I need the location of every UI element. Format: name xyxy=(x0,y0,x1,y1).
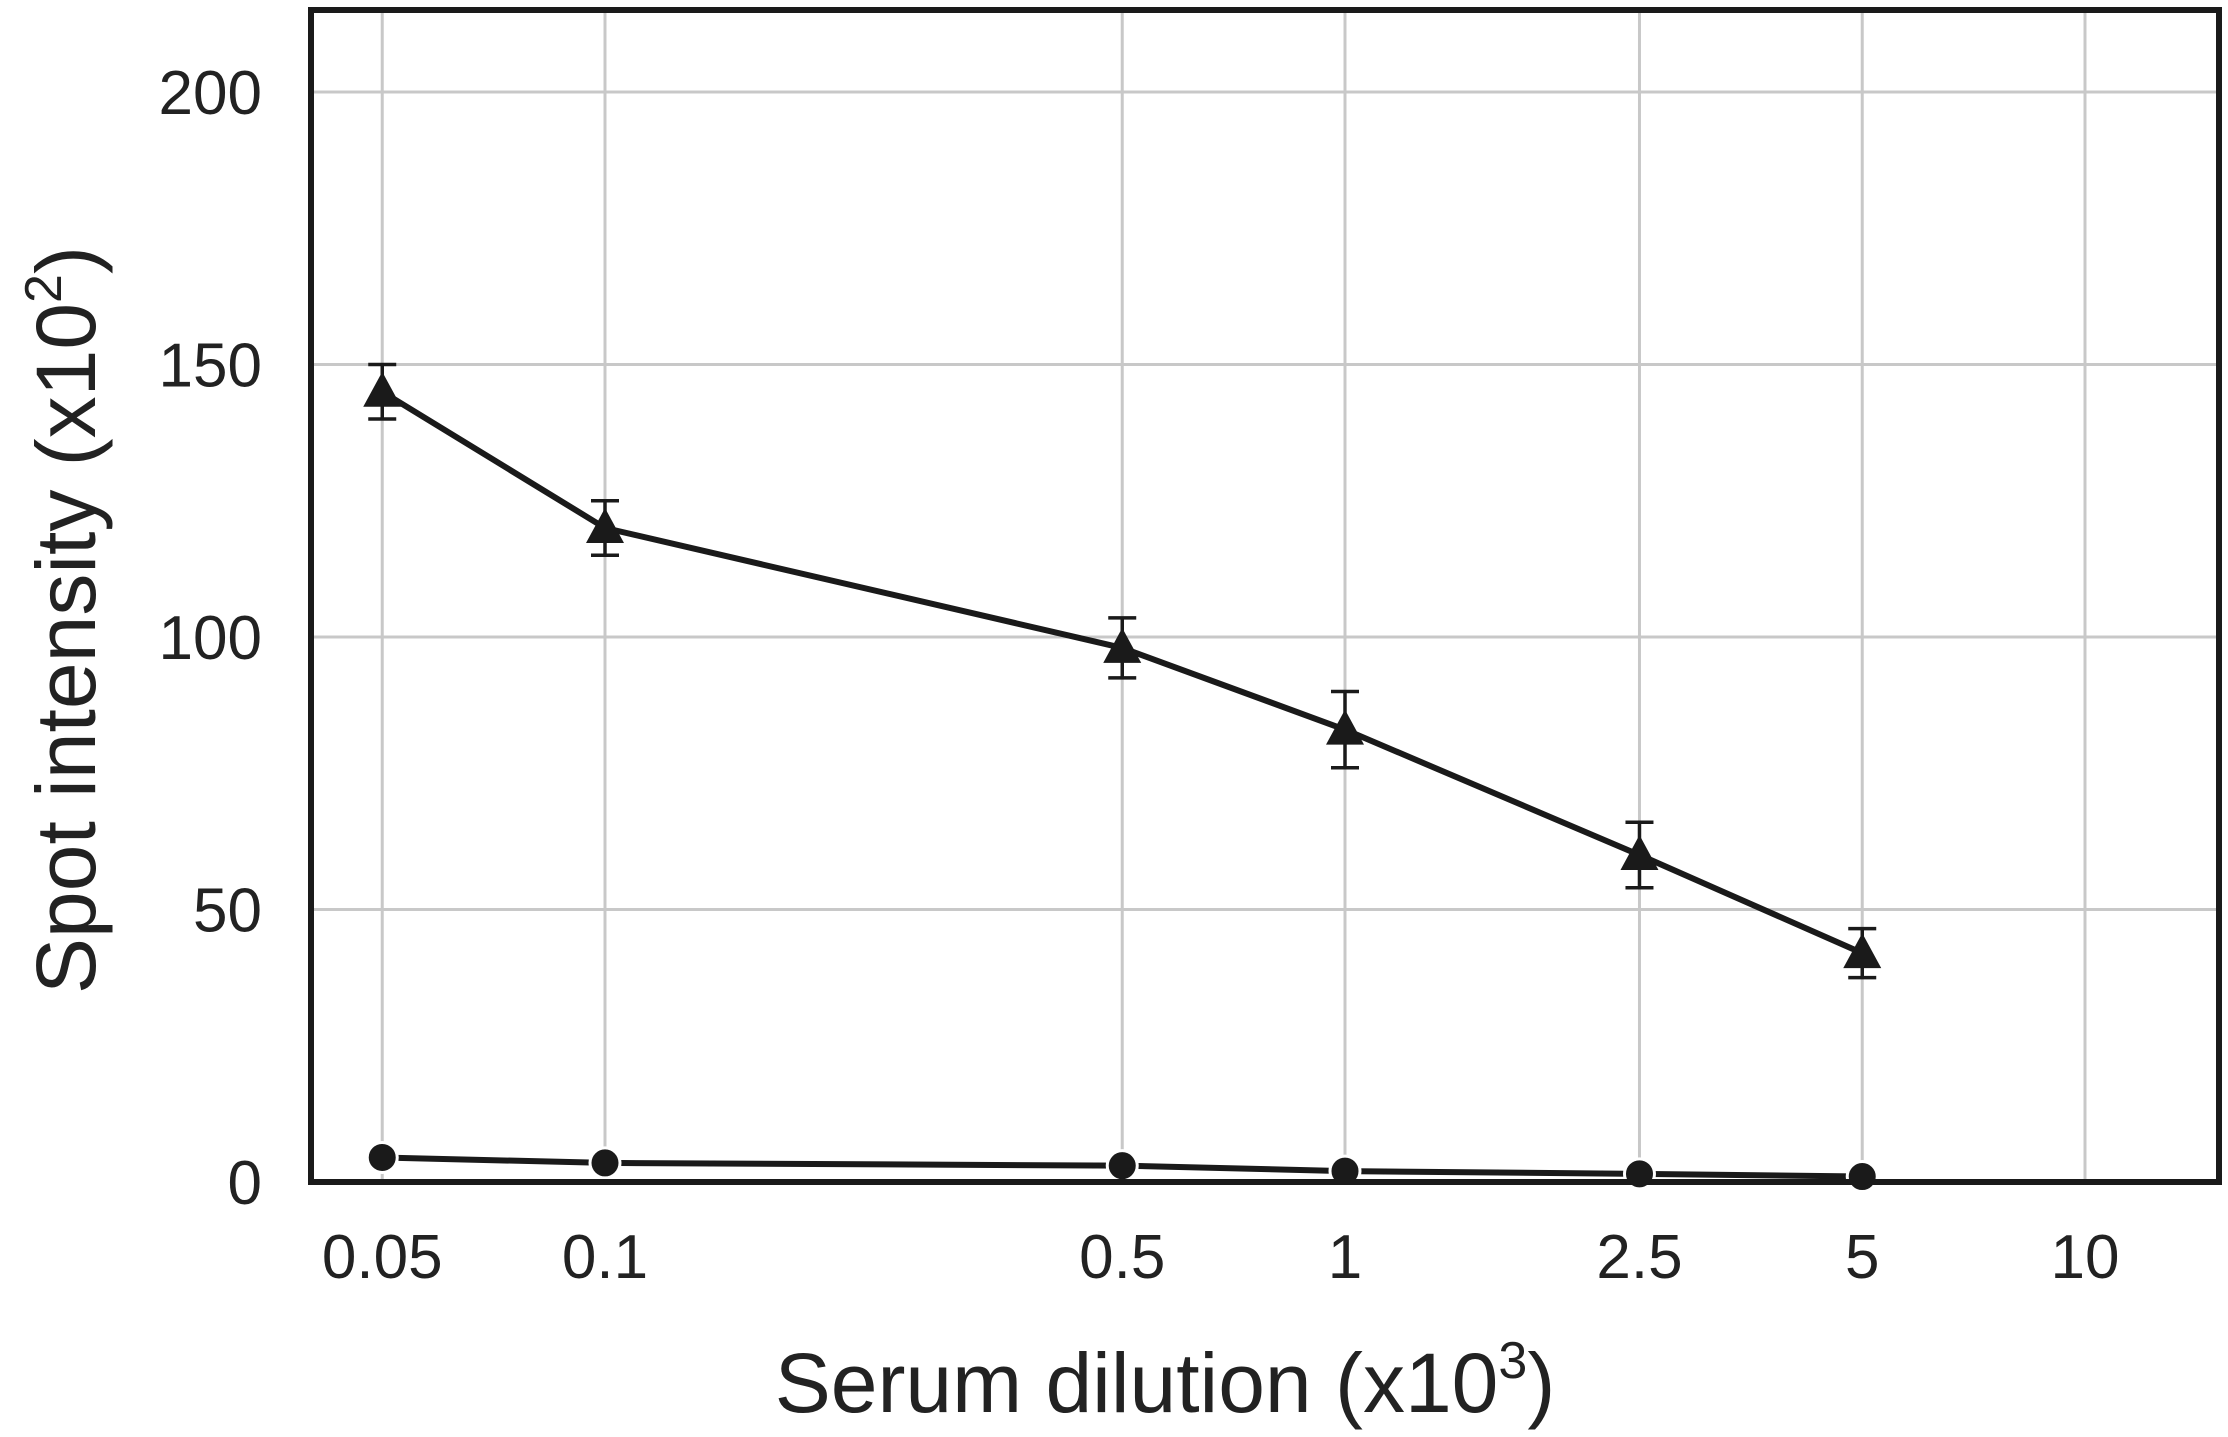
x-tick-label: 1 xyxy=(1328,1223,1362,1292)
triangle-point xyxy=(1326,709,1364,745)
grid xyxy=(311,10,2219,1182)
triangle-point xyxy=(363,371,402,407)
circle-point xyxy=(1328,1154,1362,1188)
circle-point xyxy=(1105,1149,1139,1183)
series-line xyxy=(382,1154,1863,1180)
circle-point xyxy=(588,1146,622,1180)
y-axis-title: Spot intensity (x102) xyxy=(15,246,113,994)
y-tick-label: 0 xyxy=(228,1149,262,1218)
x-tick-label: 0.05 xyxy=(322,1223,443,1292)
x-tick-label: 0.5 xyxy=(1079,1223,1165,1292)
triangle-point xyxy=(1103,627,1142,663)
x-axis-ticks: 0.05 0.1 0.5 1 2.5 5 10 xyxy=(322,1223,2120,1292)
x-tick-label: 0.1 xyxy=(562,1223,648,1292)
x-tick-label: 2.5 xyxy=(1596,1223,1682,1292)
y-tick-label: 100 xyxy=(159,604,262,673)
x-tick-label: 10 xyxy=(2051,1223,2120,1292)
y-tick-label: 150 xyxy=(159,332,262,401)
series-line xyxy=(380,389,1864,956)
triangle-point xyxy=(1843,933,1882,969)
triangle-point xyxy=(1620,835,1659,870)
plot-frame xyxy=(308,7,2222,1185)
triangle-point xyxy=(586,508,624,543)
x-axis-title: Serum dilution (x103) xyxy=(775,1332,1556,1430)
x-tick-label: 5 xyxy=(1845,1223,1879,1292)
series-triangle xyxy=(363,362,1882,980)
y-tick-label: 200 xyxy=(159,59,262,128)
circle-point xyxy=(1845,1160,1879,1194)
y-axis-ticks: 0 50 100 150 200 xyxy=(159,59,262,1218)
circle-point xyxy=(365,1140,399,1174)
y-tick-label: 50 xyxy=(193,877,262,946)
